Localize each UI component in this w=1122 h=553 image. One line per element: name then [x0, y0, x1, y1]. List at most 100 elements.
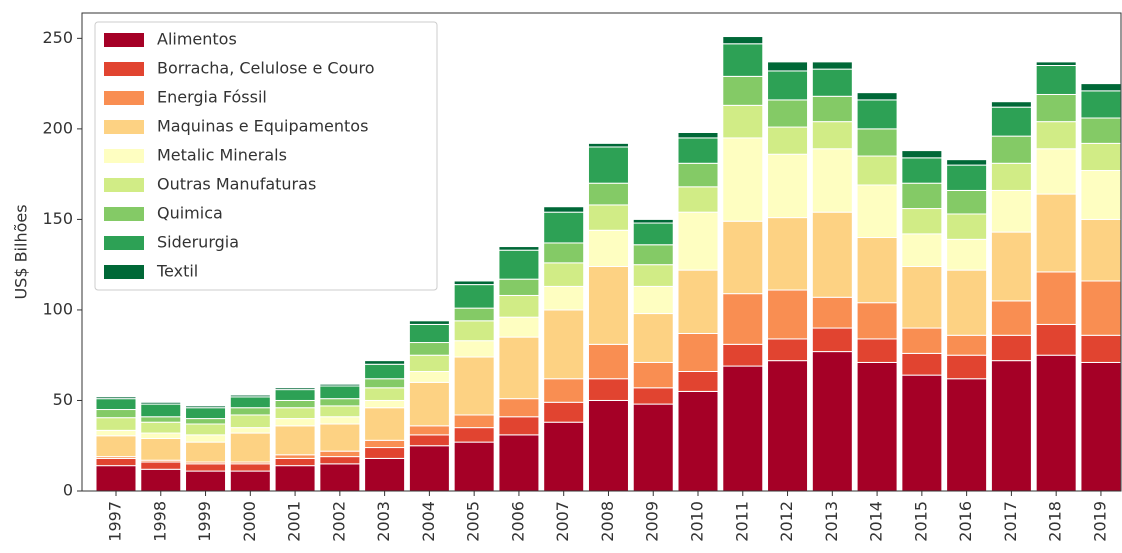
bar-segment — [140, 401, 182, 405]
bar-segment — [408, 323, 450, 344]
bar-segment — [767, 70, 809, 101]
legend-swatch — [104, 178, 144, 192]
bar-segment — [498, 336, 540, 400]
bar-segment — [543, 378, 585, 403]
bar-segment — [1080, 90, 1122, 119]
bar-segment — [453, 280, 495, 286]
y-tick-label: 0 — [63, 481, 73, 500]
bar-segment — [453, 356, 495, 416]
bar-segment — [185, 407, 227, 420]
bar-segment — [453, 284, 495, 309]
bar-segment — [274, 389, 316, 401]
x-tick-label: 2000 — [240, 501, 259, 542]
bar-segment — [767, 126, 809, 155]
bar-segment — [408, 354, 450, 373]
x-tick-label: 2004 — [419, 501, 438, 542]
bar-segment — [946, 164, 988, 191]
bar-segment — [856, 237, 898, 304]
bar-segment — [543, 206, 585, 213]
bar-segment — [453, 414, 495, 429]
bar-segment — [901, 157, 943, 184]
bar-segment — [543, 262, 585, 287]
bar-segment — [587, 204, 629, 231]
x-tick-label: 2007 — [553, 501, 572, 542]
bar-segment — [1080, 361, 1122, 492]
bar-segment — [140, 432, 182, 439]
bar-segment — [1080, 142, 1122, 172]
bar-segment — [408, 371, 450, 383]
bar-segment — [587, 142, 629, 148]
bar-segment — [408, 320, 450, 325]
bar-segment — [498, 316, 540, 338]
bar-segment — [543, 211, 585, 244]
bar-segment — [722, 43, 764, 77]
bar-segment — [408, 342, 450, 356]
bar-segment — [632, 222, 674, 246]
bar-segment — [901, 374, 943, 492]
bar-segment — [767, 289, 809, 340]
bar-segment — [1080, 218, 1122, 282]
bar-segment — [767, 99, 809, 128]
bar-segment — [453, 441, 495, 492]
legend-swatch — [104, 236, 144, 250]
bar-segment — [722, 104, 764, 139]
bar-segment — [767, 360, 809, 492]
bar-segment — [140, 421, 182, 434]
legend-swatch — [104, 149, 144, 163]
bar-segment — [1035, 121, 1077, 150]
bar-segment — [946, 159, 988, 166]
bar-segment — [722, 75, 764, 106]
bar-segment — [319, 456, 361, 465]
bar-segment — [95, 417, 137, 431]
bar-segment — [767, 153, 809, 219]
bar-segment — [990, 106, 1032, 137]
bar-segment — [811, 148, 853, 213]
bar-segment — [185, 418, 227, 425]
bar-segment — [722, 343, 764, 367]
bar-segment — [990, 189, 1032, 233]
bar-segment — [229, 432, 271, 463]
bar-segment — [364, 378, 406, 389]
bar-segment — [319, 416, 361, 425]
bar-segment — [453, 320, 495, 342]
bar-segment — [811, 121, 853, 150]
bar-segment — [453, 340, 495, 358]
bar-segment — [274, 454, 316, 459]
bar-segment — [587, 229, 629, 267]
bar-segment — [408, 425, 450, 436]
bar-segment — [364, 439, 406, 449]
bar-segment — [498, 434, 540, 492]
bar-segment — [319, 423, 361, 452]
bar-segment — [1035, 65, 1077, 95]
x-tick-label: 2003 — [374, 501, 393, 542]
bar-segment — [95, 396, 137, 400]
bar-segment — [677, 371, 719, 392]
bar-segment — [632, 244, 674, 266]
x-tick-label: 2018 — [1046, 501, 1065, 542]
x-tick-label: 2001 — [285, 501, 304, 542]
legend-swatch — [104, 120, 144, 134]
bar-segment — [140, 416, 182, 423]
bar-segment — [946, 354, 988, 380]
legend-label: Quimica — [157, 204, 223, 223]
bar-segment — [946, 213, 988, 240]
bar-segment — [543, 401, 585, 423]
bar-segment — [543, 309, 585, 380]
bar-segment — [632, 264, 674, 287]
bar-segment — [95, 457, 137, 467]
bar-segment — [498, 249, 540, 280]
bar-segment — [767, 338, 809, 362]
bar-segment — [95, 409, 137, 419]
bar-segment — [229, 463, 271, 472]
x-tick-label: 2006 — [508, 501, 527, 542]
bar-segment — [229, 394, 271, 398]
bar-segment — [364, 363, 406, 380]
bar-segment — [632, 361, 674, 389]
bar-segment — [185, 423, 227, 436]
legend-label: Siderurgia — [157, 233, 239, 252]
bar-segment — [319, 385, 361, 400]
bar-segment — [722, 220, 764, 295]
bar-segment — [811, 351, 853, 492]
bar-segment — [632, 285, 674, 315]
